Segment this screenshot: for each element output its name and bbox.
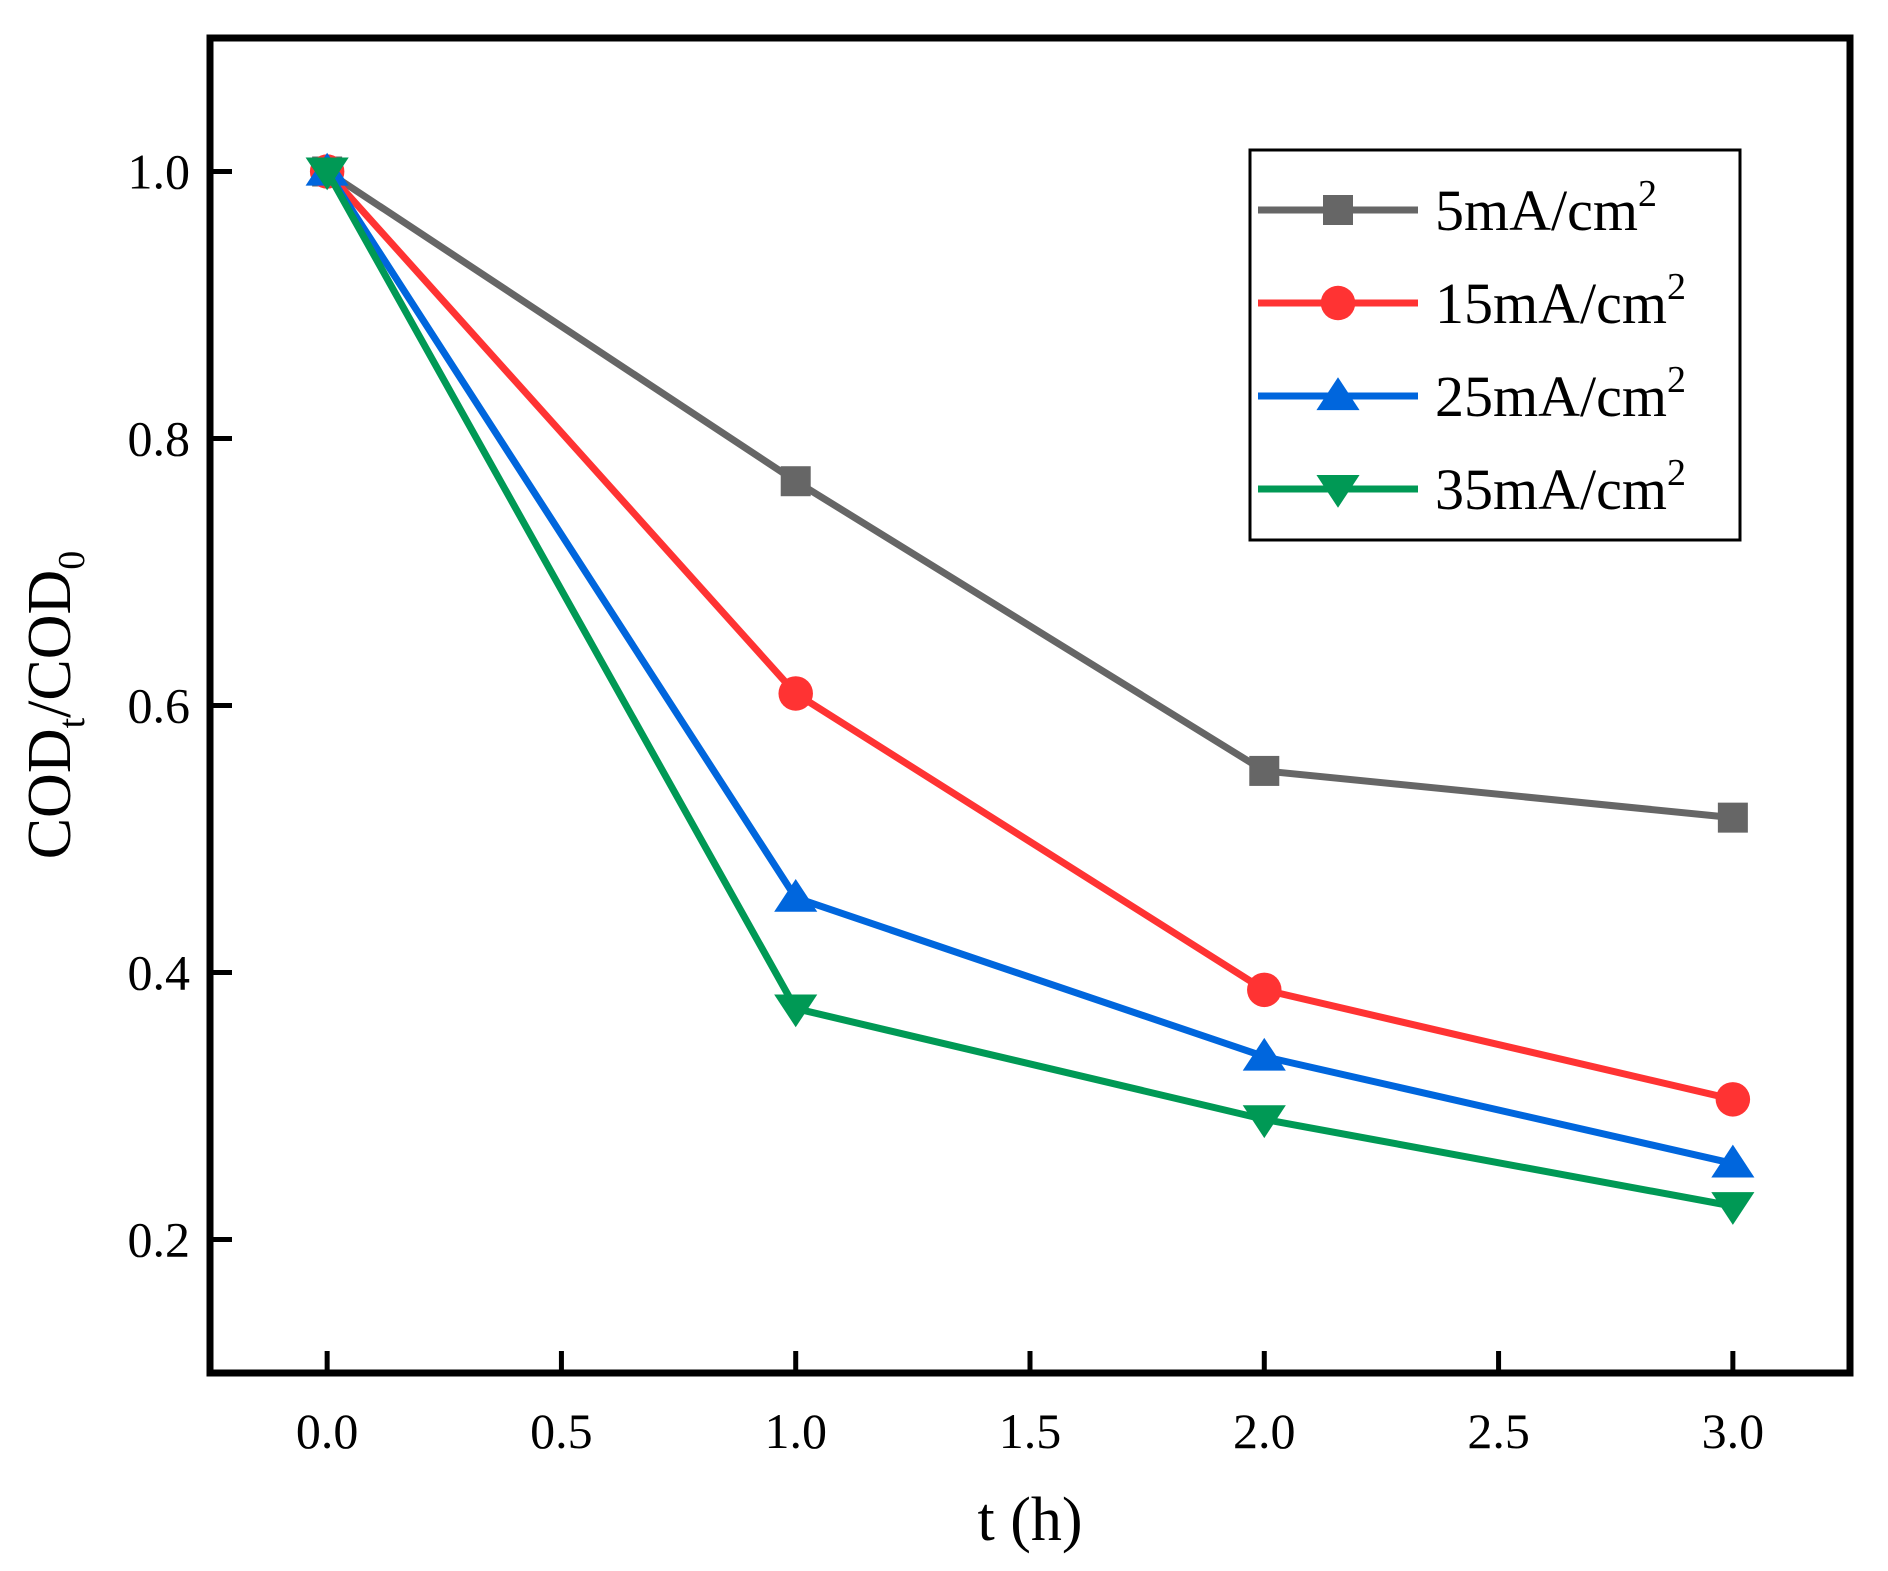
x-axis-title: t (h)	[977, 1486, 1082, 1554]
y-tick-label: 0.4	[128, 945, 191, 1001]
legend-item: 5mA/cm2	[1258, 173, 1657, 243]
x-axis: 0.0 0.5 1.0 1.5 2.0 2.5 3.0	[296, 1351, 1764, 1459]
legend-label: 15mA/cm2	[1435, 266, 1686, 336]
x-tick-label: 1.0	[764, 1403, 827, 1459]
legend-item: 35mA/cm2	[1258, 452, 1686, 522]
series-line	[324, 169, 1734, 1103]
series-5ma-cm	[312, 156, 1748, 833]
legend-item: 15mA/cm2	[1258, 266, 1686, 336]
data-point	[780, 466, 811, 497]
legend-label: 25mA/cm2	[1435, 359, 1686, 429]
x-tick-label: 0.0	[296, 1403, 359, 1459]
series-line	[324, 169, 1734, 1167]
data-point	[774, 994, 818, 1028]
series-group	[305, 152, 1755, 1225]
data-point	[1249, 755, 1280, 786]
legend-label: 35mA/cm2	[1435, 452, 1686, 522]
series-35ma-cm	[305, 157, 1755, 1225]
legend: 5mA/cm2 15mA/cm2 25mA/cm2 35mA/cm2	[1248, 148, 1742, 542]
data-point	[1711, 1144, 1755, 1178]
data-point	[1247, 972, 1282, 1008]
data-point	[305, 157, 349, 191]
series-line	[325, 168, 1734, 822]
series-line	[324, 169, 1734, 1210]
x-tick-label: 3.0	[1702, 1403, 1765, 1459]
legend-items: 5mA/cm2 15mA/cm2 25mA/cm2 35mA/cm2	[1258, 173, 1686, 522]
data-point	[1711, 1192, 1755, 1225]
data-point	[1320, 285, 1356, 321]
legend-item: 25mA/cm2	[1258, 359, 1686, 429]
y-axis: 0.2 0.4 0.6 0.8 1.0	[128, 144, 232, 1268]
x-tick-label: 2.0	[1233, 1403, 1296, 1459]
y-tick-label: 1.0	[128, 144, 191, 200]
data-point	[778, 676, 813, 711]
data-point	[1242, 1105, 1286, 1139]
data-point	[1316, 474, 1360, 508]
legend-label: 5mA/cm2	[1435, 173, 1657, 243]
x-tick-label: 2.5	[1467, 1403, 1530, 1459]
data-point	[1715, 1082, 1751, 1117]
y-tick-label: 0.8	[128, 411, 191, 467]
y-tick-label: 0.6	[128, 678, 191, 734]
x-tick-label: 0.5	[530, 1403, 593, 1459]
y-axis-title: CODt/COD0	[16, 551, 93, 860]
data-point	[1316, 377, 1360, 411]
data-point	[1323, 195, 1353, 225]
y-tick-label: 0.2	[128, 1212, 191, 1268]
data-point	[774, 878, 818, 912]
x-tick-label: 1.5	[999, 1403, 1062, 1459]
data-point	[1717, 802, 1748, 833]
data-point	[1242, 1037, 1286, 1071]
